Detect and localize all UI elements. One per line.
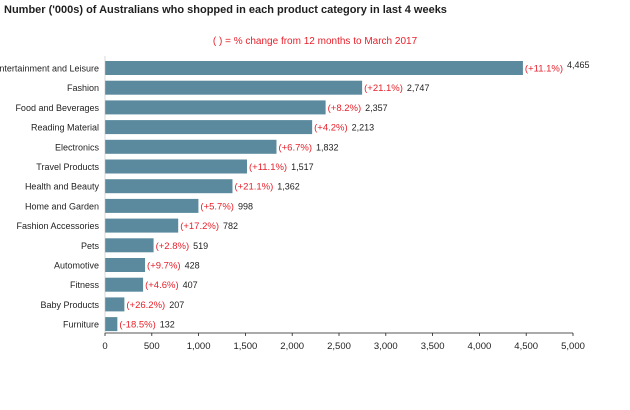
bars-layer: Entertainment and Leisure (+11.1%) 4,465 Fa… (0, 60, 590, 332)
bar (105, 100, 326, 115)
bar-row: Travel Products (+11.1%) 1,517 (36, 159, 314, 174)
bar-row: Fitness (+4.6%) 407 (70, 277, 198, 292)
x-tick-label: 5,000 (561, 341, 585, 352)
change-label: (+6.7%) (278, 142, 312, 153)
x-tick-label: 4,500 (514, 341, 538, 352)
category-label: Home and Garden (25, 201, 99, 211)
category-label: Reading Material (31, 123, 99, 133)
x-tick-label: 2,000 (280, 341, 304, 352)
change-label: (+21.1%) (234, 182, 273, 193)
bar-row: Pets (+2.8%) 519 (81, 238, 208, 253)
chart-subtitle: ( ) = % change from 12 months to March 2… (212, 36, 418, 47)
bar-row: Electronics (+6.7%) 1,832 (55, 139, 339, 154)
x-tick-label: 500 (144, 341, 160, 352)
x-tick-label: 3,500 (421, 341, 445, 352)
change-label: (+17.2%) (180, 221, 219, 232)
x-tick-label: 2,500 (327, 341, 351, 352)
bar-row: Home and Garden (+5.7%) 998 (25, 198, 253, 213)
category-label: Baby Products (40, 300, 99, 310)
value-label: 2,357 (365, 103, 388, 113)
bar (105, 238, 154, 253)
value-label: 207 (169, 300, 184, 310)
change-label: (+9.7%) (147, 261, 181, 272)
bar (105, 120, 313, 135)
category-label: Entertainment and Leisure (0, 64, 99, 74)
bar-row: Reading Material (+4.2%) 2,213 (31, 120, 375, 135)
x-tick-label: 1,000 (187, 341, 211, 352)
chart-title: Number ('000s) of Australians who shoppe… (4, 4, 447, 16)
change-label: (+4.6%) (145, 280, 179, 291)
value-label: 407 (183, 280, 198, 290)
category-label: Fitness (70, 280, 100, 290)
category-label: Pets (81, 241, 100, 251)
change-label: (-18.5%) (119, 320, 155, 331)
change-label: (+2.8%) (156, 241, 190, 252)
x-axis: 0 500 1,000 1,500 2,000 2,500 3,000 3,500 4,000 4… (102, 56, 585, 352)
category-label: Electronics (55, 142, 100, 152)
bar-row: Entertainment and Leisure (+11.1%) 4,465 (0, 60, 590, 75)
value-label: 519 (193, 241, 208, 251)
change-label: (+8.2%) (328, 103, 362, 114)
change-label: (+4.2%) (314, 123, 348, 134)
bar (105, 317, 118, 332)
change-label: (+5.7%) (200, 201, 234, 212)
category-label: Furniture (63, 320, 99, 330)
category-label: Food and Beverages (15, 103, 99, 113)
bar (105, 218, 179, 233)
change-label: (+11.1%) (525, 64, 563, 75)
value-label: 2,747 (407, 83, 430, 93)
bar-row: Fashion Accessories (+17.2%) 782 (16, 218, 238, 233)
value-label: 428 (185, 261, 200, 271)
category-label: Fashion (67, 83, 99, 93)
value-label: 2,213 (352, 123, 375, 133)
bar-row: Furniture (-18.5%) 132 (63, 317, 175, 332)
bar (105, 159, 247, 174)
bar-row: Baby Products (+26.2%) 207 (40, 297, 184, 312)
value-label: 998 (238, 201, 253, 211)
bar (105, 179, 233, 194)
bar (105, 80, 363, 95)
bar-row: Food and Beverages (+8.2%) 2,357 (15, 100, 388, 115)
x-tick-label: 3,000 (374, 341, 398, 352)
bar-row: Fashion (+21.1%) 2,747 (67, 80, 430, 95)
category-label: Travel Products (36, 162, 99, 172)
bar (105, 297, 125, 312)
value-label: 1,517 (291, 162, 314, 172)
value-label: 1,362 (277, 182, 300, 192)
change-label: (+11.1%) (249, 162, 287, 173)
bar (105, 61, 523, 75)
value-label: 1,832 (316, 142, 339, 152)
bar-row: Health and Beauty (+21.1%) 1,362 (25, 179, 300, 194)
x-tick-label: 4,000 (468, 341, 492, 352)
x-tick-label: 1,500 (234, 341, 258, 352)
bar-row: Automotive (+9.7%) 428 (54, 258, 200, 272)
bar (105, 277, 144, 292)
value-label: 132 (160, 320, 175, 330)
category-label: Fashion Accessories (16, 221, 99, 231)
change-label: (+21.1%) (364, 83, 403, 94)
value-label: 782 (223, 221, 238, 231)
bar (105, 258, 146, 272)
bar (105, 139, 277, 154)
change-label: (+26.2%) (126, 300, 165, 311)
bar (105, 198, 199, 213)
x-tick-label: 0 (102, 341, 107, 352)
category-label: Automotive (54, 261, 99, 271)
category-label: Health and Beauty (25, 182, 100, 192)
value-label: 4,465 (567, 60, 590, 70)
